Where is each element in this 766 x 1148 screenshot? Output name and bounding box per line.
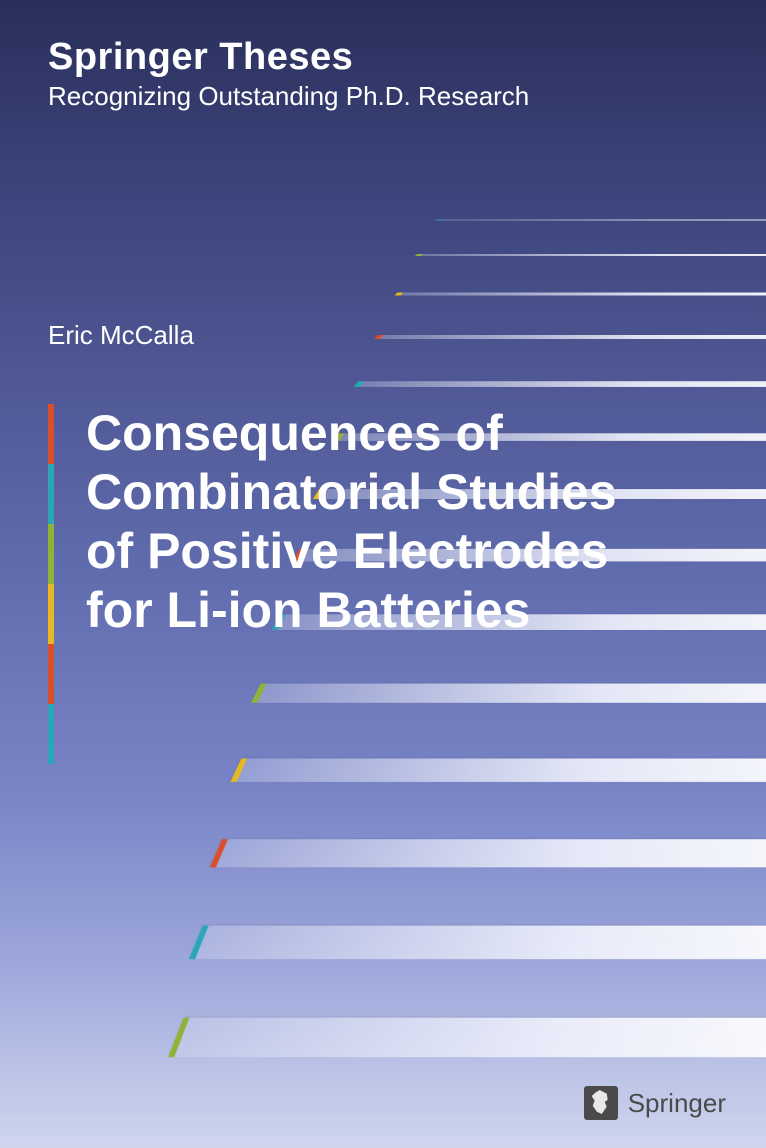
springer-horse-icon <box>584 1086 618 1120</box>
plane-layer <box>374 335 766 339</box>
series-subtitle: Recognizing Outstanding Ph.D. Research <box>48 81 529 112</box>
accent-segment <box>48 644 54 704</box>
plane-layer <box>230 758 766 781</box>
series-title-block: Springer Theses Recognizing Outstanding … <box>48 36 529 112</box>
author-name: Eric McCalla <box>48 320 194 351</box>
plane-layer <box>168 1018 766 1058</box>
accent-segment <box>48 704 54 764</box>
title-accent-bar <box>48 404 54 764</box>
plane-layer <box>395 293 766 296</box>
book-title: Consequences ofCombinatorial Studiesof P… <box>68 404 706 640</box>
title-block: Consequences ofCombinatorial Studiesof P… <box>68 404 706 640</box>
plane-layer <box>435 220 766 221</box>
book-cover: Springer Theses Recognizing Outstanding … <box>0 0 766 1148</box>
plane-layer <box>189 926 766 960</box>
plane-layer <box>210 839 766 867</box>
publisher-name: Springer <box>628 1088 726 1119</box>
plane-layer <box>251 684 766 703</box>
plane-layer <box>415 254 766 256</box>
accent-segment <box>48 404 54 464</box>
publisher-block: Springer <box>584 1086 726 1120</box>
series-main-title: Springer Theses <box>48 36 529 79</box>
accent-segment <box>48 524 54 584</box>
plane-layer <box>354 381 766 387</box>
accent-segment <box>48 464 54 524</box>
accent-segment <box>48 584 54 644</box>
